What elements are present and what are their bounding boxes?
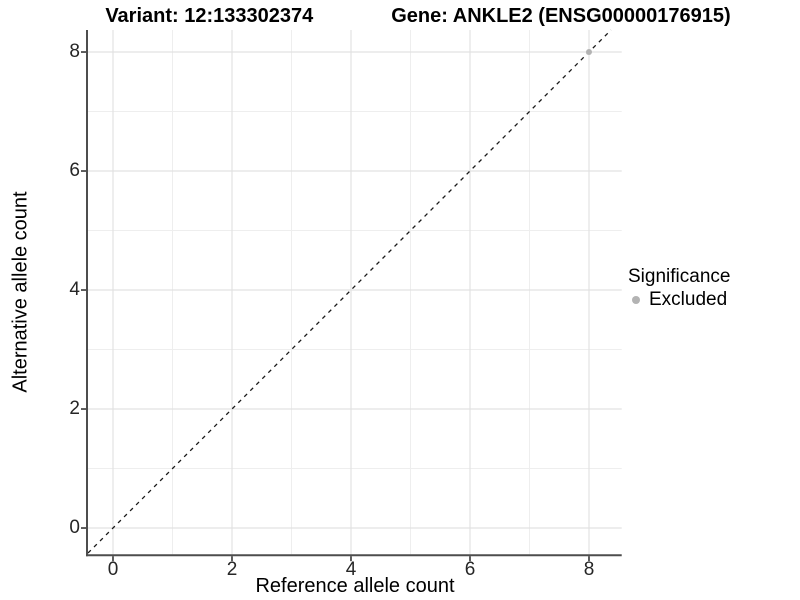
x-tick-label: 8	[583, 559, 595, 581]
legend-title: Significance	[628, 266, 731, 287]
title-variant: Variant: 12:133302374	[105, 5, 314, 27]
legend-entry-label: Excluded	[649, 289, 728, 310]
x-tick-label: 4	[345, 559, 357, 581]
plot-title: Variant: 12:133302374 Gene: ANKLE2 (ENSG…	[0, 5, 800, 28]
x-axis-label: Reference allele count	[255, 575, 455, 597]
legend-point-icon	[632, 296, 640, 304]
x-tick-label: 2	[226, 559, 238, 581]
legend-entry-excluded: Excluded	[628, 289, 730, 311]
x-tick-label: 0	[107, 559, 119, 581]
y-tick-label: 4	[69, 279, 80, 300]
title-gene: Gene: ANKLE2 (ENSG00000176915)	[391, 5, 731, 27]
y-tick-label: 8	[69, 41, 80, 62]
y-axis-label: Alternative allele count	[9, 191, 32, 393]
legend-key	[628, 296, 658, 304]
y-tick-label: 6	[69, 160, 80, 181]
x-tick-label: 6	[464, 559, 476, 581]
legend: Significance Excluded	[628, 266, 730, 311]
y-tick-label: 2	[69, 398, 80, 419]
y-tick-label: 0	[69, 517, 80, 538]
